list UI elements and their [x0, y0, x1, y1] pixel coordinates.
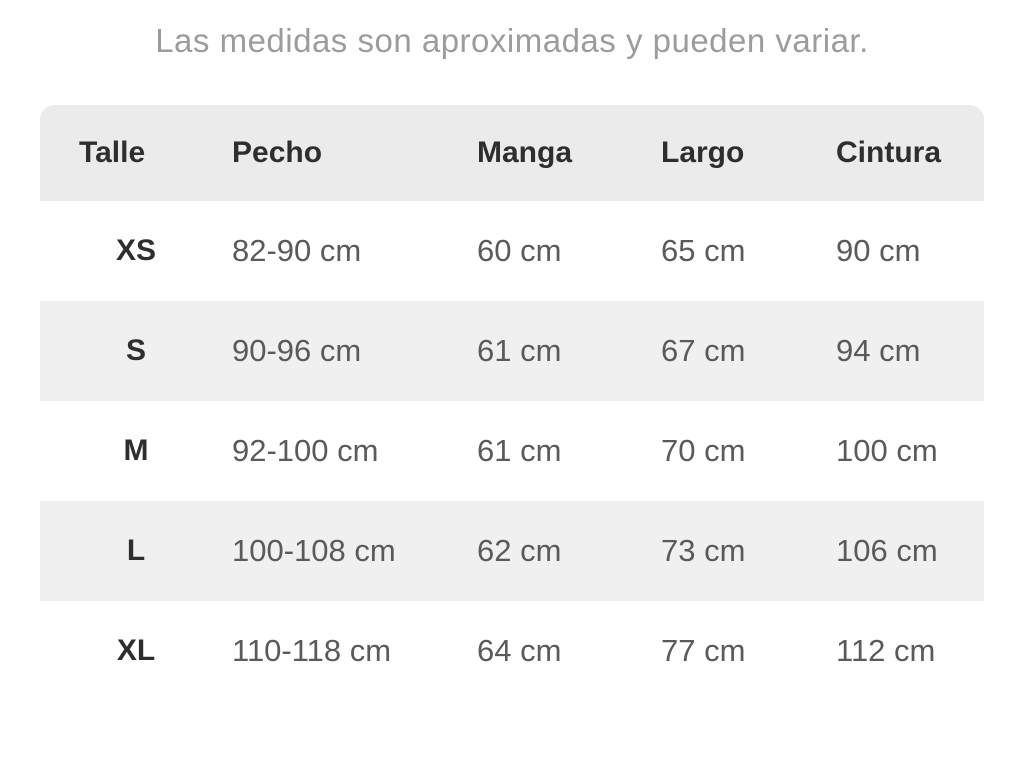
- measurement-cell-manga: 61 cm: [477, 433, 562, 468]
- measurement-cell-manga: 60 cm: [477, 233, 562, 268]
- measurement-cell-pecho: 82-90 cm: [232, 233, 362, 268]
- table-row-s: S 90-96 cm 61 cm 67 cm 94 cm: [40, 301, 984, 401]
- measurement-cell-largo: 67 cm: [661, 333, 746, 368]
- measurement-cell-cintura: 100 cm: [836, 433, 938, 468]
- measurement-cell-largo: 77 cm: [661, 633, 746, 668]
- measurement-cell-largo: 65 cm: [661, 233, 746, 268]
- size-table-header-row: Talle Pecho Manga Largo Cintura: [40, 105, 984, 201]
- size-chart-disclaimer-title: Las medidas son aproximadas y pueden var…: [155, 22, 869, 59]
- measurement-cell-cintura: 106 cm: [836, 533, 938, 568]
- table-row-xl: XL 110-118 cm 64 cm 77 cm 112 cm: [40, 601, 984, 701]
- size-cell: XL: [116, 634, 156, 667]
- measurement-cell-manga: 62 cm: [477, 533, 562, 568]
- header-cell-cintura: Cintura: [836, 136, 941, 169]
- measurement-cell-pecho: 100-108 cm: [232, 533, 396, 568]
- size-cell: L: [126, 534, 146, 567]
- size-cell: M: [123, 434, 149, 467]
- size-cell: S: [125, 334, 146, 367]
- measurement-cell-cintura: 94 cm: [836, 333, 921, 368]
- size-table: Talle Pecho Manga Largo Cintura XS 82-90…: [40, 105, 984, 701]
- table-row-m: M 92-100 cm 61 cm 70 cm 100 cm: [40, 401, 984, 501]
- measurement-cell-cintura: 112 cm: [836, 633, 936, 668]
- measurement-cell-manga: 64 cm: [477, 633, 562, 668]
- header-cell-pecho: Pecho: [232, 136, 323, 169]
- table-row-l: L 100-108 cm 62 cm 73 cm 106 cm: [40, 501, 984, 601]
- measurement-cell-pecho: 110-118 cm: [232, 633, 392, 668]
- size-cell: XS: [115, 234, 157, 267]
- measurement-cell-largo: 70 cm: [661, 433, 746, 468]
- header-cell-talle: Talle: [79, 136, 146, 169]
- table-row-xs: XS 82-90 cm 60 cm 65 cm 90 cm: [40, 201, 984, 301]
- measurement-cell-cintura: 90 cm: [836, 233, 921, 268]
- measurement-cell-largo: 73 cm: [661, 533, 746, 568]
- header-cell-largo: Largo: [661, 136, 745, 169]
- measurement-cell-pecho: 90-96 cm: [232, 333, 362, 368]
- measurement-cell-pecho: 92-100 cm: [232, 433, 379, 468]
- measurement-cell-manga: 61 cm: [477, 333, 562, 368]
- header-cell-manga: Manga: [477, 136, 573, 169]
